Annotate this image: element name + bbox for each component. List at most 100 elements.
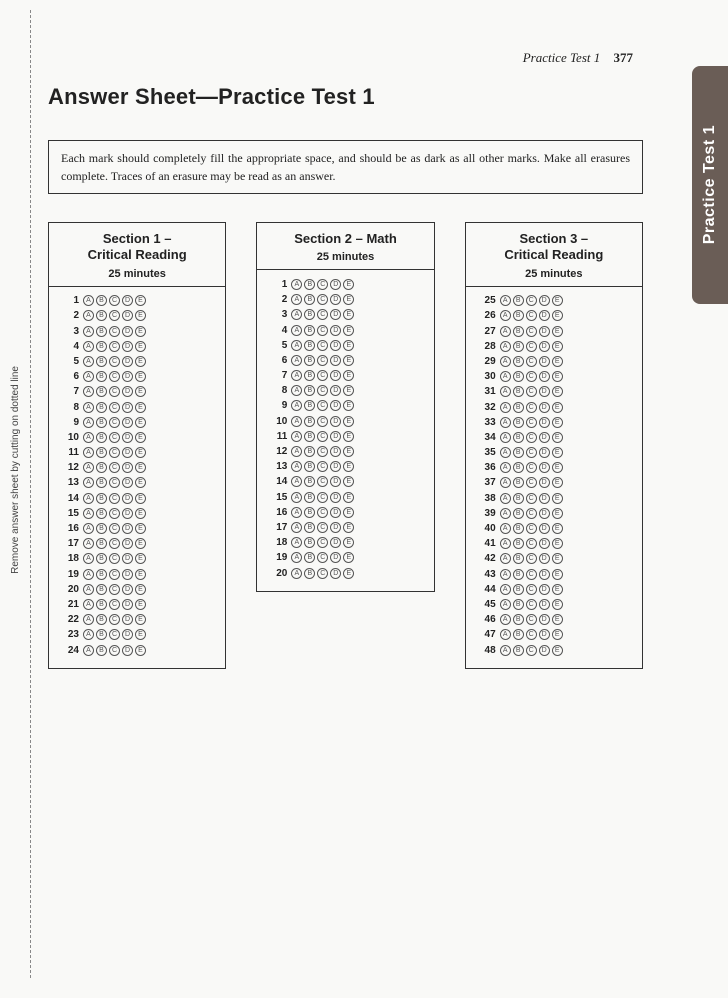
answer-bubble[interactable]: D [122,417,133,428]
answer-bubble[interactable]: E [552,447,563,458]
answer-bubble[interactable]: C [526,614,537,625]
answer-bubble[interactable]: C [109,569,120,580]
answer-bubble[interactable]: E [552,326,563,337]
answer-bubble[interactable]: A [291,461,302,472]
answer-bubble[interactable]: B [304,522,315,533]
answer-bubble[interactable]: A [500,326,511,337]
answer-bubble[interactable]: D [122,341,133,352]
answer-bubble[interactable]: C [109,326,120,337]
answer-bubble[interactable]: A [83,356,94,367]
answer-bubble[interactable]: C [109,629,120,640]
answer-bubble[interactable]: D [330,552,341,563]
answer-bubble[interactable]: C [526,553,537,564]
answer-bubble[interactable]: E [135,584,146,595]
answer-bubble[interactable]: E [552,310,563,321]
answer-bubble[interactable]: A [83,310,94,321]
answer-bubble[interactable]: B [96,371,107,382]
answer-bubble[interactable]: D [330,568,341,579]
answer-bubble[interactable]: D [122,432,133,443]
answer-bubble[interactable]: A [291,294,302,305]
answer-bubble[interactable]: C [317,461,328,472]
answer-bubble[interactable]: D [330,461,341,472]
answer-bubble[interactable]: C [317,294,328,305]
answer-bubble[interactable]: B [96,645,107,656]
answer-bubble[interactable]: D [539,493,550,504]
answer-bubble[interactable]: D [539,386,550,397]
answer-bubble[interactable]: D [539,371,550,382]
answer-bubble[interactable]: E [343,309,354,320]
answer-bubble[interactable]: A [83,553,94,564]
answer-bubble[interactable]: C [109,508,120,519]
answer-bubble[interactable]: A [500,614,511,625]
answer-bubble[interactable]: D [122,447,133,458]
answer-bubble[interactable]: A [500,462,511,473]
answer-bubble[interactable]: A [83,538,94,549]
answer-bubble[interactable]: C [526,584,537,595]
answer-bubble[interactable]: A [291,355,302,366]
answer-bubble[interactable]: C [109,371,120,382]
answer-bubble[interactable]: B [513,326,524,337]
answer-bubble[interactable]: B [96,462,107,473]
answer-bubble[interactable]: C [317,416,328,427]
answer-bubble[interactable]: B [304,492,315,503]
answer-bubble[interactable]: E [135,462,146,473]
answer-bubble[interactable]: D [122,493,133,504]
answer-bubble[interactable]: E [135,477,146,488]
answer-bubble[interactable]: E [552,462,563,473]
answer-bubble[interactable]: A [291,568,302,579]
answer-bubble[interactable]: E [343,385,354,396]
answer-bubble[interactable]: C [317,446,328,457]
answer-bubble[interactable]: C [109,523,120,534]
answer-bubble[interactable]: E [135,417,146,428]
answer-bubble[interactable]: B [513,462,524,473]
answer-bubble[interactable]: E [552,402,563,413]
answer-bubble[interactable]: B [96,447,107,458]
answer-bubble[interactable]: D [539,599,550,610]
answer-bubble[interactable]: E [135,614,146,625]
answer-bubble[interactable]: D [539,553,550,564]
answer-bubble[interactable]: B [513,629,524,640]
answer-bubble[interactable]: D [330,325,341,336]
answer-bubble[interactable]: D [122,386,133,397]
answer-bubble[interactable]: B [96,432,107,443]
answer-bubble[interactable]: B [96,477,107,488]
answer-bubble[interactable]: E [552,629,563,640]
answer-bubble[interactable]: C [109,386,120,397]
answer-bubble[interactable]: B [304,340,315,351]
answer-bubble[interactable]: A [83,295,94,306]
answer-bubble[interactable]: C [109,432,120,443]
answer-bubble[interactable]: E [135,371,146,382]
answer-bubble[interactable]: E [135,508,146,519]
answer-bubble[interactable]: C [317,400,328,411]
answer-bubble[interactable]: D [539,341,550,352]
answer-bubble[interactable]: C [109,538,120,549]
answer-bubble[interactable]: A [291,431,302,442]
answer-bubble[interactable]: C [109,584,120,595]
answer-bubble[interactable]: A [500,341,511,352]
answer-bubble[interactable]: A [291,446,302,457]
answer-bubble[interactable]: E [343,400,354,411]
answer-bubble[interactable]: E [552,584,563,595]
answer-bubble[interactable]: D [122,645,133,656]
answer-bubble[interactable]: E [135,493,146,504]
answer-bubble[interactable]: A [83,447,94,458]
answer-bubble[interactable]: E [343,522,354,533]
answer-bubble[interactable]: D [122,477,133,488]
answer-bubble[interactable]: C [317,279,328,290]
answer-bubble[interactable]: B [513,417,524,428]
answer-bubble[interactable]: B [513,599,524,610]
answer-bubble[interactable]: E [552,356,563,367]
answer-bubble[interactable]: C [317,507,328,518]
answer-bubble[interactable]: A [291,370,302,381]
answer-bubble[interactable]: D [122,569,133,580]
answer-bubble[interactable]: C [317,340,328,351]
answer-bubble[interactable]: E [552,417,563,428]
answer-bubble[interactable]: A [83,417,94,428]
answer-bubble[interactable]: A [83,326,94,337]
answer-bubble[interactable]: D [539,508,550,519]
answer-bubble[interactable]: A [83,523,94,534]
answer-bubble[interactable]: C [109,310,120,321]
answer-bubble[interactable]: D [539,584,550,595]
answer-bubble[interactable]: E [135,645,146,656]
answer-bubble[interactable]: E [552,432,563,443]
